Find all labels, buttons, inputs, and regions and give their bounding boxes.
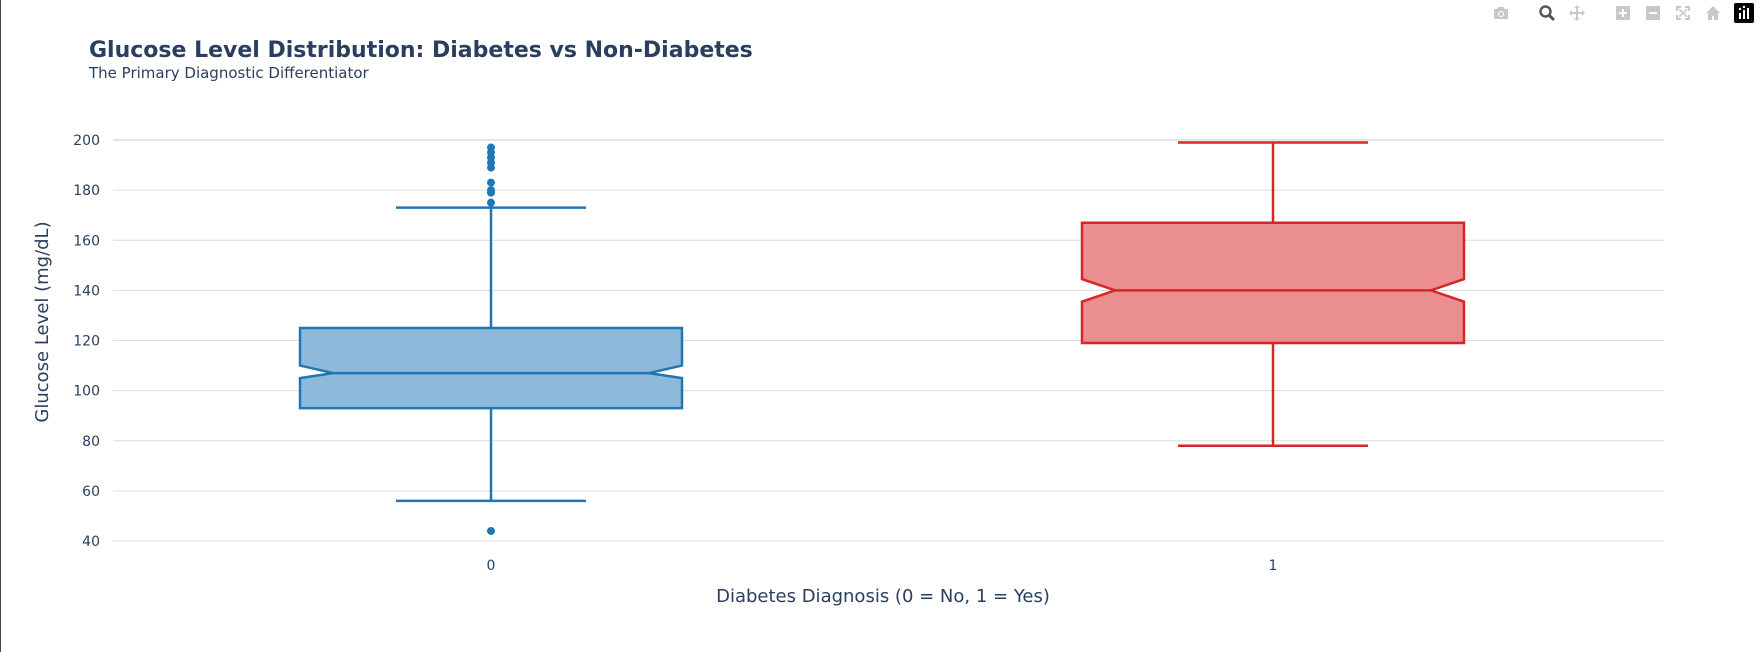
y-tick-label: 40 (82, 534, 100, 550)
plotly-logo-icon[interactable] (1734, 3, 1754, 23)
zoom-icon[interactable] (1538, 4, 1556, 22)
box-trace-1 (1080, 141, 1466, 448)
camera-icon[interactable] (1492, 4, 1510, 22)
box-trace-0 (298, 143, 684, 535)
x-tick-label: 1 (1269, 558, 1278, 574)
modebar (1492, 2, 1754, 24)
autoscale-icon[interactable] (1674, 4, 1692, 22)
x-tick-label: 0 (487, 558, 496, 574)
y-tick-label: 120 (73, 334, 100, 350)
y-tick-label: 140 (73, 283, 100, 299)
box-body (298, 326, 684, 410)
pan-icon[interactable] (1568, 4, 1586, 22)
home-icon[interactable] (1704, 4, 1722, 22)
outlier-point (487, 143, 495, 152)
y-tick-label: 200 (73, 133, 100, 149)
chart-title: Glucose Level Distribution: Diabetes vs … (89, 38, 753, 63)
chart-subtitle: The Primary Diagnostic Differentiator (89, 64, 369, 82)
outlier-point (487, 198, 495, 207)
outlier-point (487, 526, 495, 535)
outlier-point (487, 178, 495, 187)
y-tick-label: 160 (73, 233, 100, 249)
y-tick-label: 80 (82, 434, 100, 450)
y-axis-title: Glucose Level (mg/dL) (32, 221, 53, 422)
y-tick-label: 60 (82, 484, 100, 500)
box-body (1080, 221, 1466, 345)
y-tick-label: 100 (73, 384, 100, 400)
x-axis-title: Diabetes Diagnosis (0 = No, 1 = Yes) (716, 586, 1050, 607)
box-traces (298, 141, 1466, 535)
y-tick-label: 180 (73, 183, 100, 199)
outlier-point (487, 186, 495, 195)
y-tick-labels: 40 60 80 100 120 140 160 180 200 (73, 133, 100, 550)
left-border (0, 0, 1, 652)
zoom-out-icon[interactable] (1644, 4, 1662, 22)
zoom-in-icon[interactable] (1614, 4, 1632, 22)
